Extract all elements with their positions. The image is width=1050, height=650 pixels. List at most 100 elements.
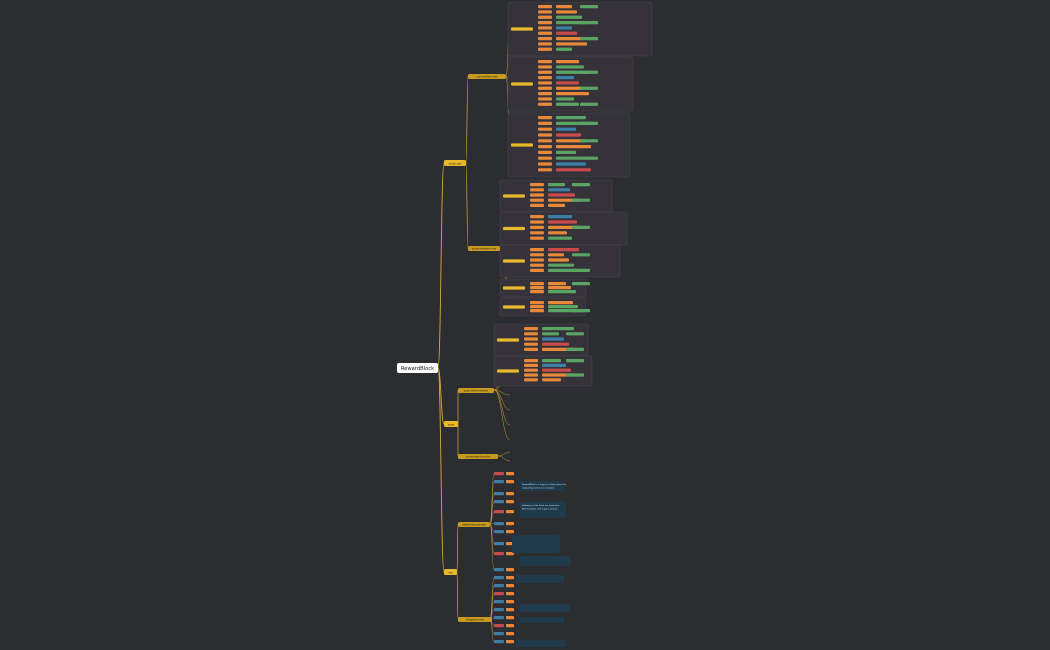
leaf-node <box>566 332 584 336</box>
leaf-node <box>494 640 504 644</box>
leaf-node <box>503 286 525 290</box>
leaf-node <box>524 327 538 331</box>
note-block-3 <box>512 535 560 553</box>
branch-node-dao[interactable] <box>444 569 457 575</box>
leaf-node <box>556 15 582 19</box>
connector-line <box>489 501 495 525</box>
leaf-node <box>503 226 525 231</box>
connector-line <box>497 455 511 462</box>
leaf-node <box>548 253 564 257</box>
connector-line <box>437 162 445 369</box>
subbranch-node-private-transfers[interactable] <box>468 246 500 251</box>
leaf-node <box>548 198 580 202</box>
leaf-node <box>548 188 570 192</box>
leaf-node <box>538 86 552 90</box>
leaf-node <box>506 576 514 580</box>
leaf-node <box>506 584 514 588</box>
leaf-node <box>503 259 525 263</box>
leaf-node <box>524 337 538 341</box>
note-line-3: Validators of the block are listed here <box>522 504 560 507</box>
connector-line <box>437 367 445 425</box>
subbranch-node-delegated-votes[interactable] <box>458 617 492 622</box>
leaf-node <box>494 608 504 612</box>
leaf-node <box>556 81 579 85</box>
subbranch-node-private-state[interactable] <box>458 454 498 459</box>
subbranch-node-public-state[interactable] <box>458 388 494 393</box>
connector-line <box>493 389 511 426</box>
leaf-node <box>548 263 574 267</box>
leaf-node <box>538 31 552 35</box>
leaf-node <box>506 640 514 644</box>
note-line-4: Both transfers with a given amount <box>522 508 558 511</box>
leaf-node <box>580 156 598 160</box>
leaf-node <box>538 10 552 14</box>
leaf-node <box>524 342 538 346</box>
leaf-node <box>566 373 584 377</box>
leaf-node <box>572 225 590 229</box>
note-block-7 <box>520 617 564 623</box>
leaf-node <box>497 369 519 373</box>
leaf-node <box>506 530 514 534</box>
branch-node-javascript[interactable] <box>444 160 466 166</box>
leaf-node <box>542 342 569 346</box>
leaf-node <box>548 301 573 305</box>
connector-line <box>465 162 469 249</box>
leaf-node <box>548 183 565 187</box>
leaf-node <box>524 378 538 382</box>
leaf-node <box>556 47 572 51</box>
leaf-node <box>538 15 552 19</box>
leaf-node <box>511 82 533 86</box>
branch-node-state[interactable] <box>444 421 458 427</box>
leaf-node <box>538 65 552 69</box>
leaf-node <box>542 363 566 367</box>
leaf-node <box>506 592 514 596</box>
leaf-node <box>524 359 538 363</box>
note-block-5 <box>516 575 564 583</box>
note-block-6 <box>520 604 570 612</box>
subbranch-node-stakeholder-proposals[interactable] <box>458 522 490 527</box>
leaf-node <box>494 624 504 628</box>
leaf-node <box>530 220 544 224</box>
leaf-node <box>556 37 582 41</box>
leaf-node <box>538 5 552 9</box>
leaf-node <box>542 347 574 351</box>
leaf-node <box>530 193 544 197</box>
leaf-node <box>538 92 552 96</box>
leaf-node <box>530 198 544 202</box>
subbranch-node-pub-transfers[interactable] <box>468 74 506 79</box>
leaf-node <box>506 552 514 556</box>
leaf-node <box>530 268 544 272</box>
leaf-node <box>494 632 504 636</box>
leaf-node <box>494 552 504 556</box>
leaf-node <box>538 81 552 85</box>
leaf-node <box>580 70 598 74</box>
note-line-2: originating contract is rewarded <box>522 487 555 490</box>
leaf-node <box>506 500 514 504</box>
root-node[interactable] <box>397 363 438 373</box>
branch-label-javascript: javascript <box>448 161 462 165</box>
subbranch-label-stakeholder-proposals: stakeholder-proposals <box>462 524 487 527</box>
leaf-node <box>494 480 504 484</box>
leaf-node <box>580 139 598 143</box>
leaf-node <box>538 145 552 149</box>
leaf-node <box>548 248 579 252</box>
leaf-node <box>566 347 584 351</box>
leaf-node <box>538 150 552 154</box>
leaf-node <box>538 21 552 25</box>
leaf-node <box>542 337 564 341</box>
leaf-node <box>580 5 598 9</box>
leaf-node <box>556 65 584 69</box>
leaf-node <box>530 203 544 207</box>
leaf-node <box>494 492 504 496</box>
leaf-node <box>530 286 544 290</box>
leaf-node <box>572 268 590 272</box>
leaf-node <box>542 368 571 372</box>
leaf-node <box>556 145 591 149</box>
connector-line <box>497 451 511 457</box>
connector-line <box>465 75 469 164</box>
leaf-node <box>538 102 552 106</box>
leaf-node <box>572 198 590 202</box>
leaf-node <box>556 21 587 25</box>
leaf-node <box>530 253 544 257</box>
